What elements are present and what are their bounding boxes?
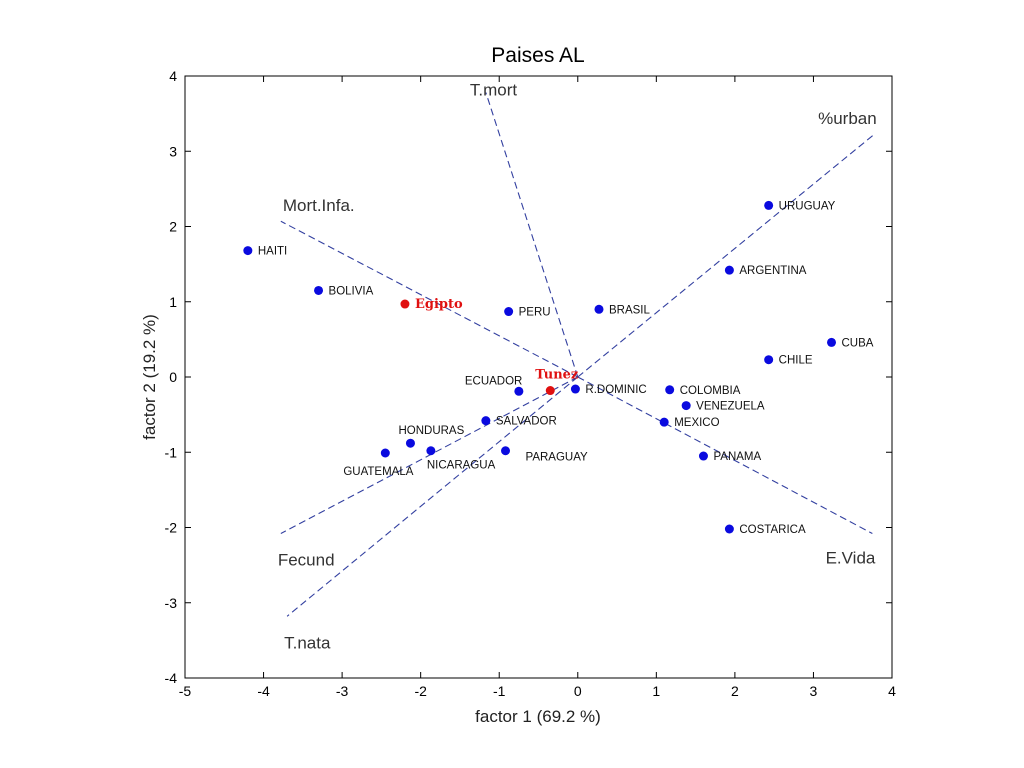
point-label-venezuela: VENEZUELA [696,401,765,413]
x-tick-label: -4 [257,683,270,699]
point-label-guatemala: GUATEMALA [343,466,413,478]
vector-e-vida [577,376,873,535]
point-label-bolivia: BOLIVIA [329,285,374,297]
point-guatemala [380,448,390,458]
point-uruguay [764,200,774,210]
y-axis-ticks: -4 -3 -2 -1 0 1 2 3 4 [165,68,892,686]
point-label-tunez: Tunez [535,368,578,383]
point-label-salvador: SALVADOR [496,416,557,428]
y-tick-label: -2 [165,520,178,536]
point-panama [698,451,708,461]
vector-t-nata [286,376,579,617]
point-label-brasil: BRASIL [609,304,651,316]
point-brasil [594,304,604,314]
x-tick-label: -5 [179,683,192,699]
point-label-haiti: HAITI [258,246,287,258]
point-venezuela [681,401,691,411]
point-colombia [665,385,675,395]
point-egipto [400,299,410,309]
point-mexico [659,417,669,427]
point-label-peru: PERU [519,307,551,319]
point-ecuador [514,386,524,396]
variable-label-t-mort: T.mort [470,81,518,100]
variable-vectors [280,92,876,617]
y-tick-label: 1 [169,294,177,310]
y-tick-label: 4 [169,68,177,84]
variable-labels: T.mort %urban Mort.Infa. Fecund T.nata E.Vida [278,81,877,653]
variable-label-e-vida: E.Vida [826,549,876,568]
vector-t-mort [485,92,579,378]
y-tick-label: -4 [165,670,178,686]
vector-fecund [280,376,579,535]
variable-label-mort-infa: Mort.Infa. [283,196,355,215]
y-tick-label: 3 [169,143,177,159]
vector-mort-infa [280,220,579,378]
point-label-nicaragua: NICARAGUA [427,460,496,472]
y-tick-label: -1 [165,444,178,460]
x-tick-label: -3 [336,683,349,699]
point-label-mexico: MEXICO [674,417,719,429]
point-label-r-dominic: R.DOMINIC [585,384,646,396]
point-label-argentina: ARGENTINA [739,265,806,277]
x-tick-label: 2 [731,683,739,699]
x-tick-label: 1 [652,683,660,699]
point-paraguay [501,446,511,456]
point-label-panama: PANAMA [713,451,761,463]
point-tunez [545,386,555,396]
point-label-egipto: Egipto [415,297,463,312]
point-label-uruguay: URUGUAY [779,200,836,212]
point-cuba [827,337,837,347]
data-points: HAITI BOLIVIA Egipto PERU BRASIL URUGUAY ARGEN… [243,200,874,536]
point-label-ecuador: ECUADOR [465,375,523,387]
y-tick-label: 0 [169,369,177,385]
variable-label-urban: %urban [818,109,877,128]
plot-frame [184,75,893,679]
variable-label-t-nata: T.nata [284,633,331,652]
point-r-dominic [570,384,580,394]
y-tick-label: 2 [169,219,177,235]
x-tick-label: 3 [810,683,818,699]
chart-title: Paises AL [491,44,584,67]
y-axis-label: factor 2 (19.2 %) [140,314,159,440]
vector-urban [577,133,876,378]
point-label-chile: CHILE [779,355,813,367]
x-axis-ticks: -5 -4 -3 -2 -1 0 1 2 3 4 [179,76,896,699]
point-peru [504,307,514,317]
point-label-honduras: HONDURAS [398,425,464,437]
y-tick-label: -3 [165,595,178,611]
point-salvador [481,416,491,426]
point-label-colombia: COLOMBIA [680,385,741,397]
point-nicaragua [426,446,436,456]
x-tick-label: -1 [493,683,506,699]
x-tick-label: 0 [574,683,582,699]
point-honduras [405,438,415,448]
point-chile [764,355,774,365]
point-label-cuba: CUBA [842,337,874,349]
point-haiti [243,246,253,256]
point-label-costarica: COSTARICA [739,524,806,536]
point-label-paraguay: PARAGUAY [526,452,589,464]
point-argentina [724,265,734,275]
x-axis-label: factor 1 (69.2 %) [475,707,601,726]
point-costarica [724,524,734,534]
variable-label-fecund: Fecund [278,551,335,570]
x-tick-label: 4 [888,683,896,699]
point-bolivia [314,285,324,295]
x-tick-label: -2 [414,683,427,699]
